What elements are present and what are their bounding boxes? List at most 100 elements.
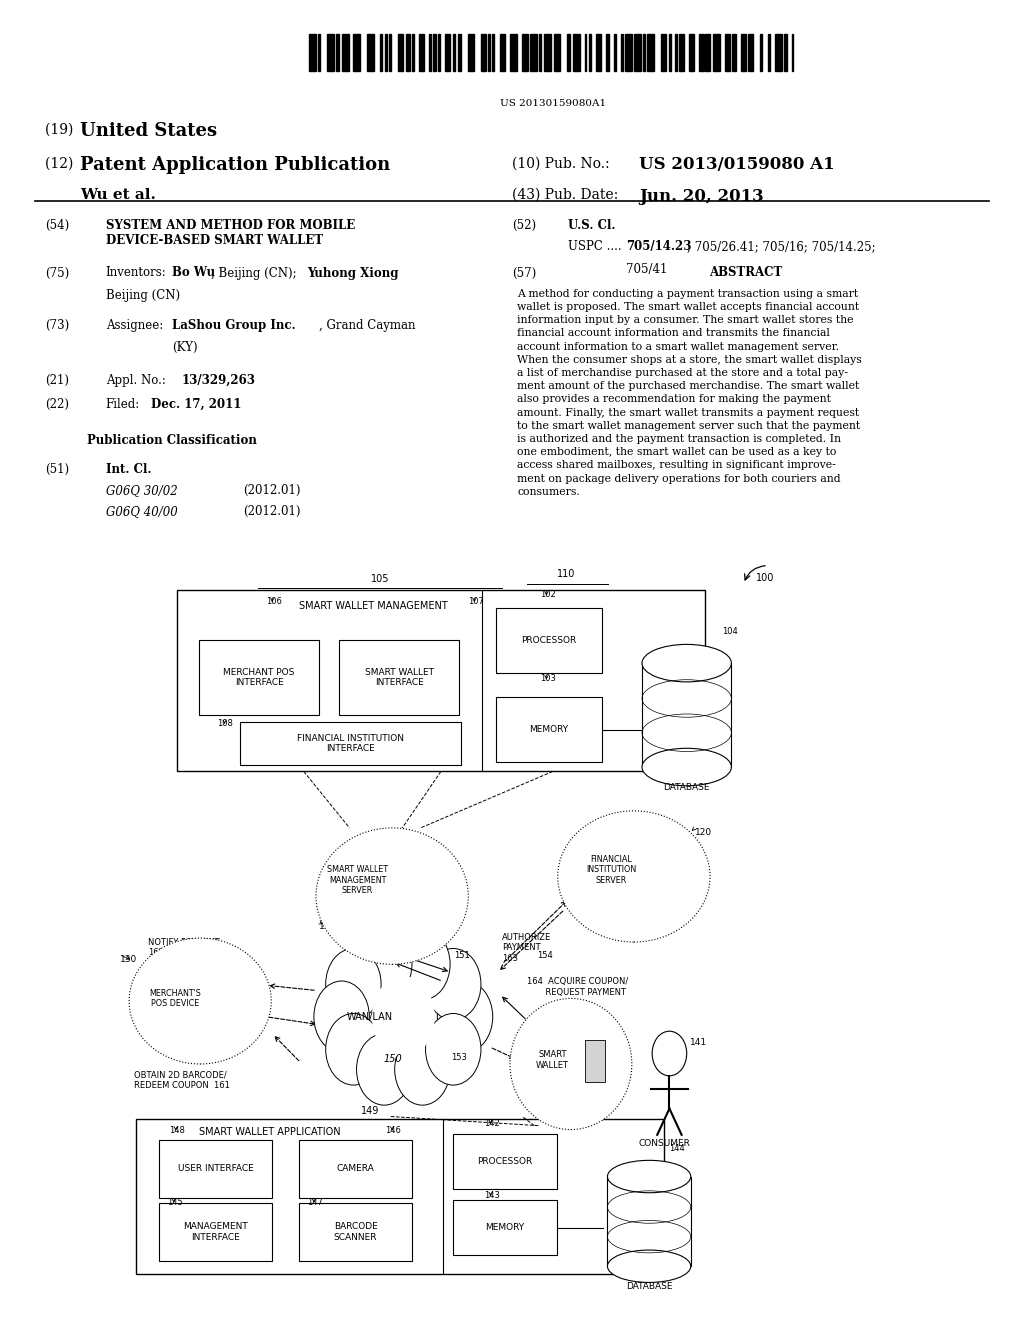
FancyBboxPatch shape	[240, 722, 461, 764]
Ellipse shape	[316, 828, 468, 965]
Text: , Grand Cayman: , Grand Cayman	[319, 319, 416, 331]
Text: 110: 110	[319, 923, 336, 932]
Circle shape	[394, 1034, 451, 1105]
FancyBboxPatch shape	[299, 1203, 413, 1261]
Bar	[381, 34, 382, 71]
Text: PROCESSOR: PROCESSOR	[521, 636, 577, 645]
Bar	[510, 34, 517, 71]
Bar	[606, 34, 608, 71]
Text: Publication Classification: Publication Classification	[87, 434, 257, 447]
Bar	[585, 1040, 605, 1082]
Text: CAMERA: CAMERA	[337, 1164, 375, 1173]
Text: Filed:: Filed:	[105, 397, 140, 411]
Bar	[521, 34, 528, 71]
Bar	[398, 34, 402, 71]
Bar	[413, 34, 415, 71]
Text: (51): (51)	[45, 463, 69, 477]
Text: 106: 106	[266, 597, 282, 606]
Bar	[429, 34, 431, 71]
Text: 705/41: 705/41	[626, 263, 667, 276]
Text: OBTAIN 2D BARCODE/
REDEEM COUPON  161: OBTAIN 2D BARCODE/ REDEEM COUPON 161	[134, 1071, 230, 1090]
Bar	[669, 34, 671, 71]
Ellipse shape	[129, 939, 271, 1064]
Text: (KY): (KY)	[172, 342, 198, 354]
Circle shape	[652, 1031, 687, 1076]
Text: Bo Wu: Bo Wu	[172, 267, 215, 280]
Bar	[698, 34, 703, 71]
Text: Appl. No.:: Appl. No.:	[105, 374, 166, 387]
Text: DATABASE: DATABASE	[664, 783, 710, 792]
Bar	[317, 34, 321, 71]
Bar	[760, 34, 762, 71]
Text: (10) Pub. No.:: (10) Pub. No.:	[512, 156, 609, 170]
Bar	[342, 34, 348, 71]
Text: PROCESSOR: PROCESSOR	[477, 1156, 532, 1166]
Text: 153: 153	[451, 1053, 467, 1063]
Bar	[567, 34, 570, 71]
Circle shape	[426, 1014, 481, 1085]
Text: , Beijing (CN);: , Beijing (CN);	[211, 267, 301, 280]
Bar	[647, 34, 654, 71]
Text: ; 705/26.41; 705/16; 705/14.25;: ; 705/26.41; 705/16; 705/14.25;	[687, 240, 876, 253]
Text: 705/14.23: 705/14.23	[626, 240, 691, 253]
Bar	[544, 34, 551, 71]
Bar	[607, 1176, 691, 1266]
Text: 13/329,263: 13/329,263	[182, 374, 256, 387]
Text: G06Q 30/02: G06Q 30/02	[105, 484, 177, 498]
Text: 145: 145	[167, 1197, 182, 1206]
Bar	[409, 867, 439, 923]
Text: SMART
WALLET: SMART WALLET	[537, 1051, 569, 1069]
FancyBboxPatch shape	[159, 1140, 272, 1197]
Bar	[768, 34, 770, 71]
Text: (43) Pub. Date:: (43) Pub. Date:	[512, 187, 618, 202]
Text: (2012.01): (2012.01)	[243, 506, 300, 519]
Text: 102: 102	[541, 590, 556, 599]
Text: 152: 152	[240, 1034, 256, 1043]
Text: Assignee:: Assignee:	[105, 319, 163, 331]
Text: FINANCIAL INSTITUTION
INTERFACE: FINANCIAL INSTITUTION INTERFACE	[297, 734, 404, 752]
Text: 142: 142	[484, 1119, 501, 1129]
Text: FINANCIAL
INSTITUTION
SERVER: FINANCIAL INSTITUTION SERVER	[587, 855, 637, 884]
Text: 141: 141	[690, 1038, 707, 1047]
Bar	[622, 34, 624, 71]
Text: WAN/LAN: WAN/LAN	[347, 1011, 393, 1022]
Text: 105: 105	[371, 574, 389, 583]
Text: US 2013/0159080 A1: US 2013/0159080 A1	[639, 156, 835, 173]
Bar	[783, 34, 786, 71]
Text: 140: 140	[571, 1106, 588, 1115]
Bar	[530, 34, 538, 71]
FancyBboxPatch shape	[159, 1203, 272, 1261]
Bar	[713, 34, 720, 71]
Circle shape	[356, 1034, 412, 1105]
Text: SMART WALLET
MANAGEMENT
SERVER: SMART WALLET MANAGEMENT SERVER	[327, 866, 388, 895]
Text: MEMORY: MEMORY	[529, 725, 568, 734]
FancyBboxPatch shape	[177, 590, 705, 771]
Circle shape	[426, 949, 481, 1020]
Text: 130: 130	[120, 956, 137, 964]
Text: 107: 107	[468, 597, 484, 606]
Text: Yuhong Xiong: Yuhong Xiong	[307, 267, 398, 280]
Bar	[353, 34, 360, 71]
Bar	[596, 34, 601, 71]
Bar	[445, 34, 451, 71]
Text: U.S. Cl.: U.S. Cl.	[568, 219, 615, 232]
FancyBboxPatch shape	[453, 1134, 557, 1188]
Text: 144: 144	[670, 1143, 685, 1152]
Bar	[731, 34, 736, 71]
Bar	[385, 34, 387, 71]
Bar	[626, 34, 632, 71]
Bar	[438, 34, 440, 71]
Text: SYSTEM AND METHOD FOR MOBILE
DEVICE-BASED SMART WALLET: SYSTEM AND METHOD FOR MOBILE DEVICE-BASE…	[105, 219, 355, 247]
Text: AUTHORIZE
PAYMENT
163: AUTHORIZE PAYMENT 163	[502, 933, 551, 962]
Bar	[585, 34, 587, 71]
FancyBboxPatch shape	[136, 1119, 665, 1274]
Ellipse shape	[607, 1160, 691, 1193]
Text: A method for conducting a payment transaction using a smart
wallet is proposed. : A method for conducting a payment transa…	[517, 289, 862, 496]
Text: (75): (75)	[45, 267, 69, 280]
Circle shape	[326, 1014, 381, 1085]
Text: 154: 154	[538, 952, 553, 960]
Text: Int. Cl.: Int. Cl.	[105, 463, 152, 477]
Text: MEMORY: MEMORY	[485, 1224, 524, 1233]
Text: Dec. 17, 2011: Dec. 17, 2011	[152, 397, 242, 411]
Bar	[458, 34, 461, 71]
